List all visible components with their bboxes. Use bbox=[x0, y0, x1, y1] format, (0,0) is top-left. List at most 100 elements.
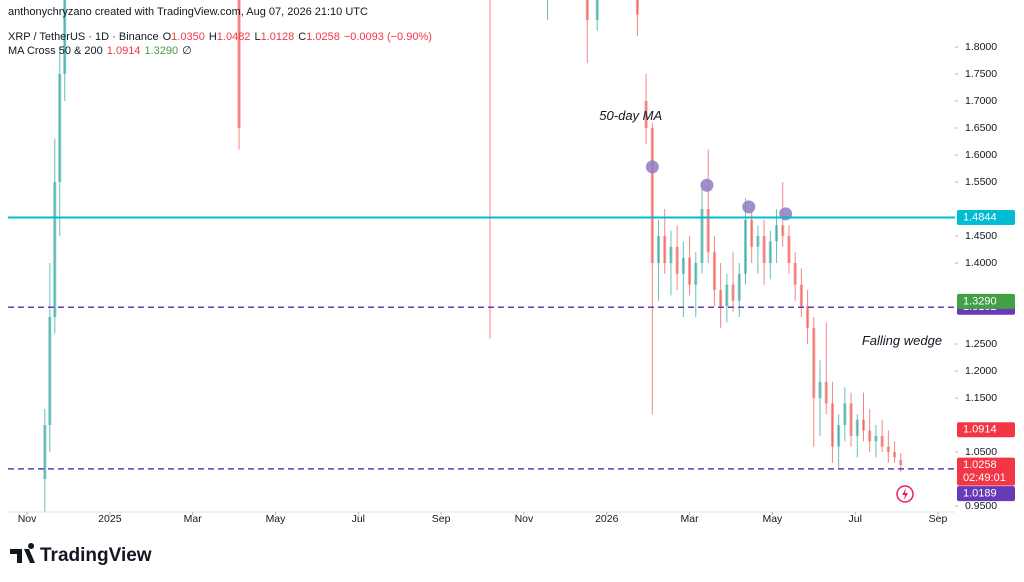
candle-body bbox=[237, 0, 241, 129]
candle-body bbox=[806, 306, 810, 328]
symbol-legend: XRP / TetherUS · 1D · Binance O1.0350 H1.0… bbox=[8, 31, 432, 43]
y-tick-label: 1.0500 bbox=[965, 446, 997, 458]
indicator-legend: MA Cross 50 & 200 1.0914 1.3290 ∅ bbox=[8, 45, 192, 57]
ohlc-value: 1.0350 bbox=[171, 31, 205, 43]
candle-body bbox=[650, 128, 654, 264]
candle-body bbox=[58, 73, 62, 183]
candle-body bbox=[675, 246, 679, 274]
candle-body bbox=[706, 209, 710, 253]
candle-body bbox=[595, 0, 599, 20]
price-tag-label: 1.0189 bbox=[963, 488, 997, 500]
candle-body bbox=[775, 225, 779, 242]
candle-body bbox=[812, 327, 816, 399]
ohlc-key: L bbox=[254, 31, 260, 43]
y-tick-label: 1.4000 bbox=[965, 257, 997, 269]
logo: TradingView bbox=[10, 543, 152, 566]
candle-body bbox=[768, 241, 772, 264]
price-tag-label: 1.3290 bbox=[963, 295, 997, 307]
x-tick-label: Nov bbox=[515, 513, 534, 525]
candle-body bbox=[743, 219, 747, 274]
candle-body bbox=[737, 273, 741, 301]
annotation: 50-day MA bbox=[599, 108, 662, 123]
indicator-flag: ∅ bbox=[182, 45, 192, 57]
indicator-value: 1.0914 bbox=[107, 45, 141, 57]
ohlc-key: O bbox=[163, 31, 172, 43]
x-tick-label: Sep bbox=[929, 513, 948, 525]
change: −0.0093 (−0.90%) bbox=[344, 31, 432, 43]
credit: anthonychryzano created with TradingView… bbox=[8, 6, 368, 18]
price-tag-countdown: 02:49:01 bbox=[963, 472, 1006, 484]
price-tag-label: 1.0258 bbox=[963, 459, 997, 471]
y-tick-label: 1.4500 bbox=[965, 230, 997, 242]
price-tag bbox=[957, 293, 1015, 309]
candle-body bbox=[644, 100, 648, 128]
ohlc-value: 1.0258 bbox=[306, 31, 340, 43]
y-tick-label: 1.7500 bbox=[965, 68, 997, 80]
high-marker bbox=[742, 200, 756, 214]
annotation: Falling wedge bbox=[862, 333, 942, 348]
x-tick-label: Jul bbox=[848, 513, 861, 525]
candle-body bbox=[694, 263, 698, 285]
price-tag bbox=[957, 457, 1015, 486]
candle-body bbox=[880, 435, 884, 447]
ohlc-key: H bbox=[209, 31, 217, 43]
candle-body bbox=[657, 236, 661, 264]
y-tick-label: 1.5500 bbox=[965, 176, 997, 188]
candle-body bbox=[688, 257, 692, 285]
y-tick-label: 0.9500 bbox=[965, 500, 997, 512]
high-marker bbox=[700, 178, 714, 192]
candle-body bbox=[669, 246, 673, 264]
candle-body bbox=[750, 219, 754, 247]
candle-body bbox=[725, 284, 729, 307]
y-tick-label: 1.7000 bbox=[965, 95, 997, 107]
ohlc-value: 1.0128 bbox=[261, 31, 295, 43]
candle-body bbox=[781, 225, 785, 237]
candle-body bbox=[712, 252, 716, 291]
candle-body bbox=[43, 425, 47, 480]
candle-body bbox=[756, 236, 760, 247]
alert-icon bbox=[896, 485, 914, 503]
candle-body bbox=[681, 257, 685, 274]
candle-body bbox=[48, 317, 52, 426]
candle-body bbox=[63, 0, 67, 74]
ohlc-value: 1.0482 bbox=[217, 31, 251, 43]
candle-body bbox=[837, 425, 841, 447]
y-tick-label: 1.6000 bbox=[965, 149, 997, 161]
price-tag bbox=[957, 486, 1015, 502]
candle-body bbox=[849, 403, 853, 436]
candle-body bbox=[855, 419, 859, 436]
indicator-value: 1.3290 bbox=[144, 45, 178, 57]
candle-body bbox=[899, 460, 903, 466]
price-tag bbox=[957, 422, 1015, 438]
candle-body bbox=[874, 435, 878, 442]
price-tag-label: 1.4844 bbox=[963, 211, 997, 223]
candle-body bbox=[731, 284, 735, 301]
x-tick-label: May bbox=[762, 513, 783, 525]
candle-body bbox=[799, 284, 803, 307]
candle-body bbox=[53, 182, 57, 318]
y-tick-label: 1.2500 bbox=[965, 338, 997, 350]
y-tick-label: 1.2000 bbox=[965, 365, 997, 377]
x-tick-label: 2025 bbox=[98, 513, 122, 525]
y-tick-label: 1.8000 bbox=[965, 41, 997, 53]
candle-body bbox=[719, 290, 723, 307]
candle-body bbox=[824, 381, 828, 404]
symbol: XRP / TetherUS · 1D · Binance bbox=[8, 31, 159, 43]
candle-body bbox=[893, 452, 897, 458]
candle-body bbox=[700, 209, 704, 264]
price-tag bbox=[957, 209, 1015, 225]
x-tick-label: Mar bbox=[681, 513, 700, 525]
ohlc-key: C bbox=[298, 31, 306, 43]
candle-body bbox=[635, 0, 639, 15]
candle-body bbox=[585, 0, 589, 20]
candle-body bbox=[787, 236, 791, 264]
candle-body bbox=[830, 403, 834, 447]
x-tick-label: Sep bbox=[432, 513, 451, 525]
x-tick-label: Jul bbox=[352, 513, 365, 525]
candle-body bbox=[861, 419, 865, 431]
y-tick-label: 1.1500 bbox=[965, 392, 997, 404]
candle-body bbox=[868, 430, 872, 442]
high-marker bbox=[645, 160, 659, 174]
x-tick-label: Mar bbox=[184, 513, 203, 525]
